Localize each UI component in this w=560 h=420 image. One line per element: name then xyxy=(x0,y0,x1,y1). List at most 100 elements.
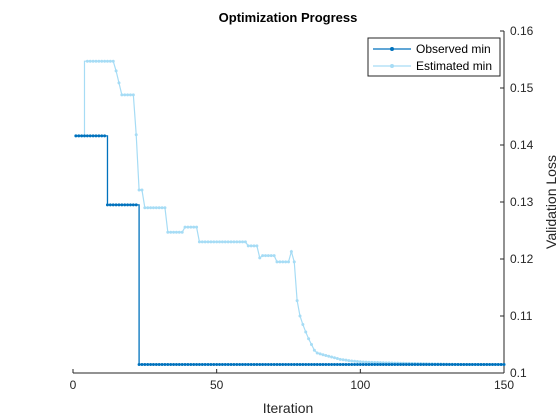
data-point xyxy=(215,240,219,244)
data-point xyxy=(123,203,127,207)
data-point xyxy=(304,330,308,334)
data-point xyxy=(243,362,247,366)
data-point xyxy=(439,362,443,366)
data-point xyxy=(117,203,121,207)
data-point xyxy=(246,362,250,366)
data-point xyxy=(255,362,259,366)
series-line-estimated-min xyxy=(75,60,504,366)
data-point xyxy=(143,206,147,210)
y-tick-label: 0.1 xyxy=(510,366,527,380)
x-tick-label: 50 xyxy=(210,378,224,392)
y-tick-label: 0.15 xyxy=(510,81,534,95)
data-point xyxy=(166,362,170,366)
data-point xyxy=(422,362,426,366)
legend-label: Estimated min xyxy=(416,59,492,73)
data-point xyxy=(120,93,124,97)
data-point xyxy=(315,351,319,355)
data-point xyxy=(321,353,325,357)
data-point xyxy=(169,362,173,366)
data-point xyxy=(278,362,282,366)
data-point xyxy=(241,240,245,244)
data-point xyxy=(465,362,469,366)
data-point xyxy=(445,362,449,366)
data-point xyxy=(169,230,173,234)
data-point xyxy=(378,362,382,366)
data-point xyxy=(206,240,210,244)
data-point xyxy=(318,362,322,366)
data-point xyxy=(146,206,150,210)
data-point xyxy=(108,59,112,63)
data-point xyxy=(298,314,302,318)
data-point xyxy=(318,352,322,356)
data-point xyxy=(284,362,288,366)
x-tick-label: 0 xyxy=(70,378,77,392)
data-point xyxy=(309,343,313,346)
data-point xyxy=(114,203,118,207)
data-point xyxy=(456,362,460,366)
data-point xyxy=(154,206,158,210)
data-point xyxy=(91,59,95,63)
data-point xyxy=(376,362,380,366)
data-point xyxy=(344,362,348,366)
series-line-observed-min xyxy=(75,135,504,366)
data-point xyxy=(146,362,150,366)
data-point xyxy=(327,354,331,358)
data-point xyxy=(289,250,293,254)
data-point xyxy=(163,206,167,210)
data-point xyxy=(91,134,95,138)
data-point xyxy=(189,362,193,366)
data-point xyxy=(309,362,313,366)
data-point xyxy=(488,362,492,366)
data-point xyxy=(427,362,431,366)
data-point xyxy=(232,240,236,244)
data-point xyxy=(114,69,118,73)
data-point xyxy=(479,362,483,366)
x-tick-label: 150 xyxy=(494,378,514,392)
legend-label: Observed min xyxy=(416,42,491,56)
data-point xyxy=(261,362,265,366)
data-point xyxy=(235,240,239,244)
data-point xyxy=(111,203,115,207)
data-point xyxy=(94,134,98,138)
data-point xyxy=(353,362,357,366)
y-tick-label: 0.16 xyxy=(510,24,534,38)
data-point xyxy=(364,362,368,366)
data-point xyxy=(203,240,207,244)
data-point xyxy=(347,362,351,366)
data-point xyxy=(424,362,428,366)
data-point xyxy=(384,362,388,366)
data-point xyxy=(482,362,486,366)
data-point xyxy=(499,362,503,366)
data-point xyxy=(324,362,328,366)
data-point xyxy=(123,93,127,97)
data-point xyxy=(353,359,357,363)
data-point xyxy=(154,362,158,366)
data-point xyxy=(396,362,400,366)
data-point xyxy=(149,362,153,366)
data-point xyxy=(447,362,451,366)
data-point xyxy=(344,358,348,362)
data-point xyxy=(284,260,288,264)
data-point xyxy=(212,362,216,366)
data-point xyxy=(459,362,463,366)
data-point xyxy=(220,240,224,244)
data-point xyxy=(128,203,132,207)
data-point xyxy=(470,362,474,366)
data-point xyxy=(140,362,144,366)
data-point xyxy=(390,362,394,366)
data-point xyxy=(335,357,339,361)
data-point xyxy=(243,240,247,244)
data-point xyxy=(312,362,316,366)
data-point xyxy=(264,254,268,258)
y-axis-label: Validation Loss xyxy=(543,155,559,249)
legend-box xyxy=(367,37,501,77)
data-point xyxy=(195,362,199,366)
data-point xyxy=(100,134,104,138)
data-point xyxy=(307,362,311,366)
data-point xyxy=(105,59,109,63)
data-point xyxy=(450,362,454,366)
data-point xyxy=(358,360,362,364)
data-point xyxy=(281,260,285,264)
data-point xyxy=(399,362,403,366)
data-point xyxy=(462,362,466,366)
